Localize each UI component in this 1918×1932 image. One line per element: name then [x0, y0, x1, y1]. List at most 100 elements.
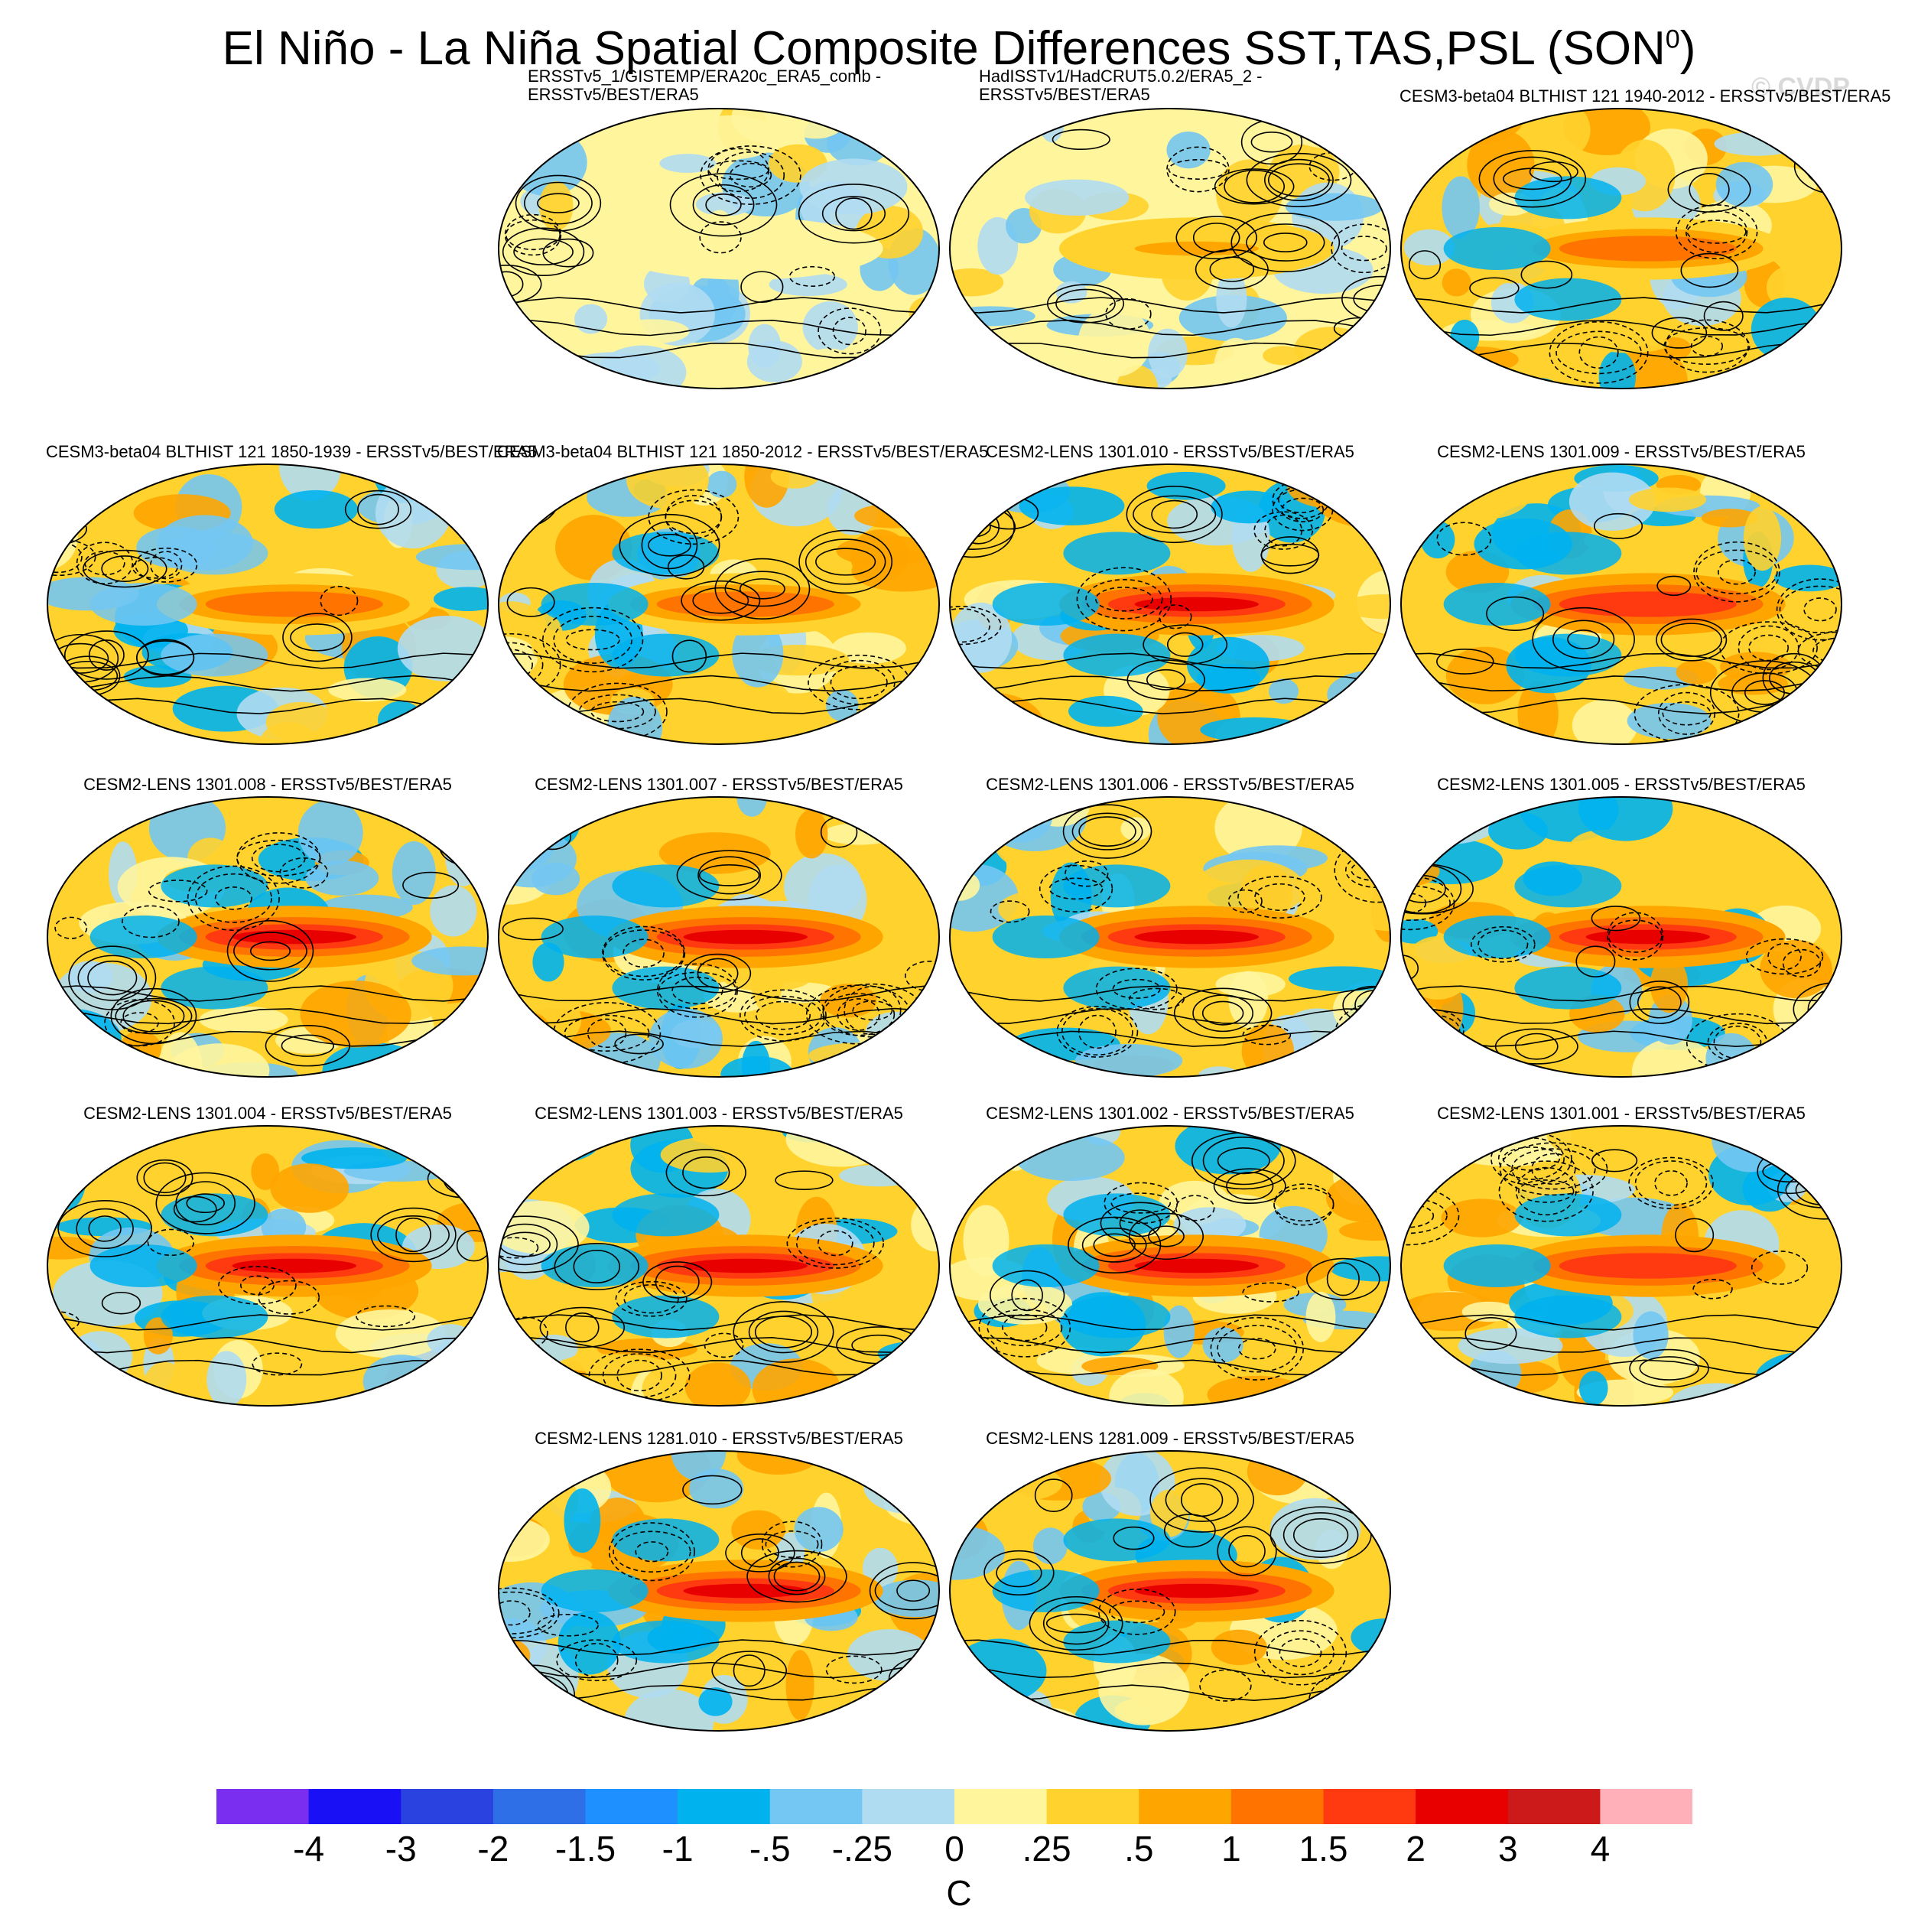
- psl-contour-negative: [1253, 1620, 1347, 1686]
- psl-contour-positive: [1263, 233, 1308, 252]
- panel-title: CESM3-beta04 BLTHIST 121 1850-2012 - ERS…: [497, 443, 988, 481]
- panel-title: CESM2-LENS 1281.009 - ERSSTv5/BEST/ERA5: [948, 1429, 1392, 1468]
- robinson-map: [498, 108, 940, 389]
- psl-contour-line: [47, 985, 475, 1002]
- robinson-map: [1400, 108, 1842, 389]
- psl-contour-positive: [1093, 1233, 1136, 1257]
- sst-field: [499, 1451, 939, 1731]
- psl-contour-positive: [47, 824, 73, 849]
- psl-contour-positive: [1514, 1033, 1559, 1060]
- psl-contour-positive: [697, 856, 762, 895]
- psl-contour-negative: [832, 317, 866, 346]
- psl-contour-positive: [815, 548, 876, 576]
- psl-contour-negative: [1693, 541, 1780, 603]
- panel-title: CESM2-LENS 1301.008 - ERSSTv5/BEST/ERA5: [46, 776, 489, 814]
- cold-anomaly: [612, 1295, 720, 1338]
- anomaly-blob: [297, 799, 363, 866]
- psl-contour-positive: [1813, 999, 1842, 1020]
- psl-contour-positive: [1133, 495, 1217, 534]
- anomaly-blob: [972, 174, 1029, 205]
- psl-contour-positive: [513, 238, 574, 265]
- cold-anomaly: [1514, 1193, 1622, 1237]
- psl-contour-positive: [733, 1654, 766, 1687]
- psl-contour-positive: [233, 932, 307, 971]
- anomaly-blob: [876, 464, 939, 499]
- sst-field: [1401, 464, 1842, 744]
- anomaly-blob: [67, 961, 113, 993]
- robinson-map: [949, 463, 1391, 745]
- psl-contour-positive: [554, 1243, 640, 1290]
- map-outline: [498, 1125, 940, 1407]
- psl-contour-line: [1401, 1008, 1829, 1025]
- psl-contour-negative: [978, 1297, 1071, 1358]
- psl-contour-positive: [439, 826, 488, 867]
- anomaly-blob: [1401, 838, 1504, 885]
- map-panel: CESM2-LENS 1301.009 - ERSSTv5/BEST/ERA5: [1399, 423, 1843, 745]
- panel-title: CESM2-LENS 1301.007 - ERSSTv5/BEST/ERA5: [497, 776, 941, 814]
- colorbar-segment: [216, 1789, 310, 1824]
- anomaly-blob: [1032, 1527, 1068, 1565]
- anomaly-blob: [785, 1650, 814, 1721]
- psl-contour-positive: [1629, 981, 1690, 1024]
- anomaly-blob: [1760, 939, 1832, 999]
- anomaly-blob: [1364, 797, 1390, 853]
- anomaly-blob: [430, 885, 477, 937]
- cold-anomaly: [1514, 278, 1622, 321]
- map-panel: CESM3-beta04 BLTHIST 121 1850-1939 - ERS…: [46, 423, 537, 745]
- enso-tongue: [232, 1258, 356, 1273]
- psl-contour-line: [950, 1336, 1377, 1354]
- anomaly-blob: [436, 702, 488, 744]
- map-panel: CESM3-beta04 BLTHIST 121 1940-2012 - ERS…: [1399, 67, 1890, 389]
- psl-contour-negative: [623, 938, 665, 968]
- anomaly-blob: [1341, 331, 1390, 381]
- cold-anomaly: [541, 583, 649, 626]
- psl-contour-negative: [1332, 1689, 1385, 1712]
- psl-contour-positive: [1680, 252, 1739, 288]
- colorbar-tick-label: 0: [944, 1829, 964, 1869]
- psl-contour-negative: [504, 1316, 548, 1349]
- panel-title-line1: CESM2-LENS 1301.010 - ERSSTv5/BEST/ERA5: [986, 442, 1354, 461]
- psl-contour-positive: [1656, 575, 1692, 597]
- psl-contour-negative: [1056, 1006, 1139, 1058]
- anomaly-blob: [1148, 328, 1188, 379]
- anomaly-blob: [1773, 564, 1842, 592]
- anomaly-blob: [658, 832, 771, 874]
- anomaly-blob: [839, 1164, 919, 1187]
- cold-anomaly: [612, 864, 720, 908]
- colorbar-segment: [1046, 1789, 1139, 1824]
- psl-contour-positive: [1703, 301, 1744, 331]
- psl-contour-negative: [1273, 1183, 1334, 1226]
- anomaly-blob: [808, 1042, 913, 1069]
- psl-contour-line: [950, 1662, 1377, 1679]
- anomaly-blob: [499, 801, 570, 845]
- psl-contour-positive: [692, 184, 755, 226]
- psl-contour-positive: [711, 1651, 788, 1691]
- psl-contour-positive: [47, 815, 93, 857]
- psl-contour-line: [499, 1314, 926, 1331]
- anomaly-blob: [1578, 1371, 1608, 1406]
- anomaly-blob: [744, 464, 789, 508]
- cold-anomaly: [541, 916, 649, 958]
- psl-contour-positive: [101, 555, 149, 582]
- anomaly-blob: [1294, 327, 1368, 371]
- panel-title-line1: CESM2-LENS 1301.003 - ERSSTv5/BEST/ERA5: [535, 1104, 903, 1123]
- anomaly-blob: [411, 946, 488, 976]
- psl-contour-positive: [775, 1170, 834, 1190]
- anomaly-blob: [274, 490, 359, 529]
- anomaly-blob: [820, 984, 877, 1018]
- anomaly-blob: [1173, 1207, 1247, 1243]
- psl-contour-positive: [619, 513, 720, 577]
- colorbar-segment: [769, 1789, 863, 1824]
- psl-contour-line: [950, 320, 1377, 337]
- anomaly-blob: [860, 797, 939, 828]
- psl-contour-negative: [765, 1530, 819, 1559]
- robinson-map: [949, 1125, 1391, 1407]
- psl-contour-positive: [614, 1033, 664, 1055]
- anomaly-blob: [499, 480, 521, 506]
- enso-tongue: [1134, 1258, 1259, 1273]
- psl-contour-line: [47, 1314, 475, 1331]
- psl-contour-positive: [1175, 216, 1257, 260]
- map-outline: [47, 463, 489, 745]
- anomaly-blob: [1743, 506, 1782, 571]
- panel-title: CESM2-LENS 1301.005 - ERSSTv5/BEST/ERA5: [1399, 776, 1843, 814]
